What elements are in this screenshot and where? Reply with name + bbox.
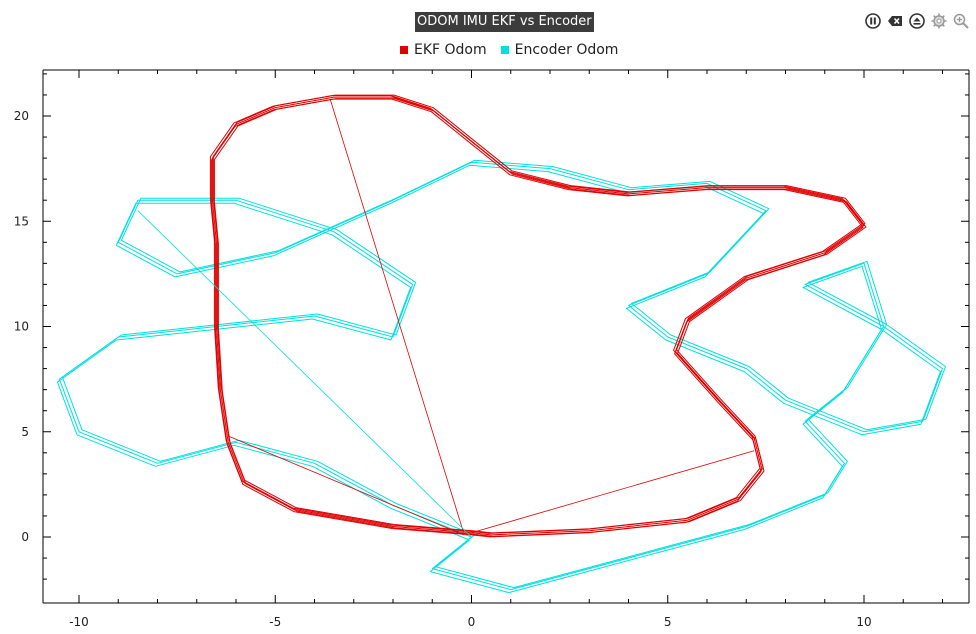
legend-swatch-ekf: [400, 46, 408, 54]
connector-line: [329, 99, 464, 533]
plot-toolbar: [864, 12, 970, 30]
series-line-ekf-odom: [211, 96, 865, 536]
clear-icon[interactable]: [886, 12, 904, 30]
x-tick-label: 0: [468, 615, 476, 629]
y-tick-label: 0: [21, 530, 29, 544]
x-tick-label: -10: [69, 615, 89, 629]
chart-title: ODOM IMU EKF vs Encoder: [415, 12, 594, 32]
series-line-encoder-odom: [56, 164, 941, 594]
eject-icon[interactable]: [908, 12, 926, 30]
series-line-ekf-odom: [213, 98, 867, 537]
gear-icon[interactable]: [930, 12, 948, 30]
connector-line: [137, 210, 472, 538]
x-tick-label: 5: [664, 615, 672, 629]
x-tick-label: 10: [856, 615, 871, 629]
series-line-ekf-odom: [210, 98, 864, 538]
chart-legend: EKF Odom Encoder Odom: [400, 42, 618, 58]
zoom-icon[interactable]: [952, 12, 970, 30]
y-tick-label: 20: [14, 109, 29, 123]
series-line-ekf-odom: [212, 94, 866, 534]
legend-label-ekf: EKF Odom: [414, 42, 487, 58]
series-line-encoder-odom: [58, 161, 943, 591]
y-tick-label: 15: [14, 214, 29, 228]
pause-icon[interactable]: [864, 12, 882, 30]
y-tick-label: 5: [21, 425, 29, 439]
legend-item-encoder: Encoder Odom: [500, 42, 619, 58]
x-tick-label: -5: [269, 615, 281, 629]
connector-line: [471, 450, 755, 534]
series-line-encoder-odom: [61, 159, 946, 589]
legend-item-ekf: EKF Odom: [400, 42, 487, 58]
legend-label-encoder: Encoder Odom: [514, 42, 619, 58]
legend-swatch-encoder: [500, 46, 509, 54]
y-tick-label: 10: [14, 320, 29, 334]
connector-line: [228, 435, 464, 536]
